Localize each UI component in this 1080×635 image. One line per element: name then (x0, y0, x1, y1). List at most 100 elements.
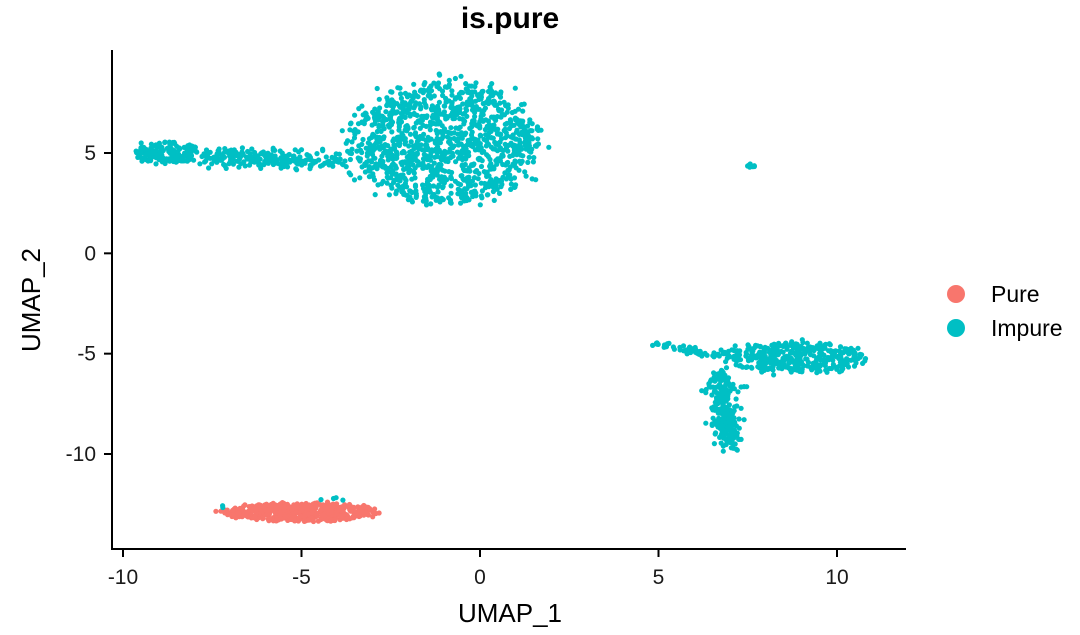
point-impure (486, 184, 492, 190)
point-impure (526, 154, 532, 160)
point-impure (388, 182, 394, 188)
point-pure (231, 512, 237, 518)
point-impure (824, 369, 830, 375)
point-impure (453, 159, 459, 165)
point-impure (395, 85, 401, 91)
point-impure (460, 101, 466, 107)
point-impure (436, 99, 442, 105)
point-impure (479, 110, 485, 116)
point-impure (713, 352, 719, 358)
data-points (133, 71, 869, 525)
point-impure (138, 150, 144, 156)
point-impure (721, 413, 727, 420)
point-impure (347, 150, 353, 156)
point-impure (400, 133, 406, 139)
point-impure (380, 119, 386, 125)
point-impure (294, 167, 300, 173)
point-impure (452, 115, 458, 122)
point-impure (431, 80, 437, 86)
point-pure (224, 507, 230, 513)
point-impure (750, 355, 756, 361)
point-impure (711, 388, 718, 395)
point-pure (301, 518, 307, 525)
point-pure (359, 509, 365, 515)
point-impure (480, 101, 486, 107)
point-pure (369, 508, 375, 514)
point-pure (328, 517, 334, 523)
point-impure (351, 135, 358, 141)
point-impure (770, 367, 776, 373)
point-impure (339, 128, 345, 134)
point-impure (421, 163, 427, 169)
point-impure (498, 89, 504, 95)
y-tick-label: 0 (84, 242, 96, 265)
point-impure (503, 162, 509, 168)
point-impure (494, 186, 500, 192)
point-impure (725, 393, 731, 399)
point-impure (424, 153, 430, 159)
point-impure (167, 142, 173, 149)
point-impure (370, 174, 376, 180)
point-impure (262, 152, 268, 158)
point-impure (711, 370, 717, 376)
point-impure (374, 128, 380, 135)
point-impure (449, 102, 455, 108)
point-impure (404, 92, 410, 98)
point-impure (782, 354, 788, 360)
point-impure (359, 103, 365, 109)
point-impure (854, 356, 860, 362)
point-impure (445, 114, 451, 120)
x-axis-label: UMAP_1 (458, 598, 562, 628)
point-impure (472, 83, 478, 90)
point-impure (745, 346, 751, 352)
point-impure (775, 351, 782, 357)
point-pure (301, 502, 307, 508)
point-impure (279, 150, 285, 156)
point-impure (339, 161, 345, 167)
point-impure (759, 369, 765, 375)
point-impure (389, 119, 396, 125)
point-impure (725, 375, 732, 381)
point-impure (420, 122, 426, 128)
point-impure (411, 125, 417, 131)
point-impure (448, 125, 454, 131)
point-impure (357, 175, 363, 181)
point-impure (412, 89, 418, 95)
point-impure (427, 153, 434, 159)
point-impure (523, 146, 529, 152)
point-impure (830, 361, 837, 368)
point-impure (429, 194, 435, 200)
point-impure (141, 144, 147, 150)
point-impure (460, 148, 466, 155)
point-impure (370, 131, 376, 137)
point-impure (388, 110, 394, 116)
point-impure (396, 142, 402, 149)
point-impure (395, 182, 401, 188)
point-impure (512, 184, 518, 190)
point-impure (359, 119, 365, 126)
point-impure (425, 176, 431, 182)
point-impure (433, 197, 439, 203)
point-impure (733, 423, 740, 429)
point-impure (434, 169, 440, 175)
point-impure (199, 153, 205, 160)
point-impure (323, 154, 329, 160)
point-impure (279, 156, 285, 162)
point-impure (230, 157, 237, 163)
point-impure (770, 358, 776, 364)
x-tick-label: -5 (292, 566, 311, 589)
point-pure (264, 502, 270, 508)
point-impure (502, 121, 508, 127)
point-impure (407, 149, 413, 155)
point-impure (817, 342, 823, 348)
point-impure (347, 127, 353, 133)
point-pure (265, 516, 271, 522)
point-impure (347, 121, 354, 127)
point-impure (521, 101, 527, 107)
point-impure (512, 115, 519, 121)
point-impure (388, 164, 394, 170)
y-tick-label: 5 (84, 142, 96, 165)
point-impure (420, 198, 426, 204)
point-impure (491, 166, 497, 172)
point-impure (287, 159, 293, 165)
